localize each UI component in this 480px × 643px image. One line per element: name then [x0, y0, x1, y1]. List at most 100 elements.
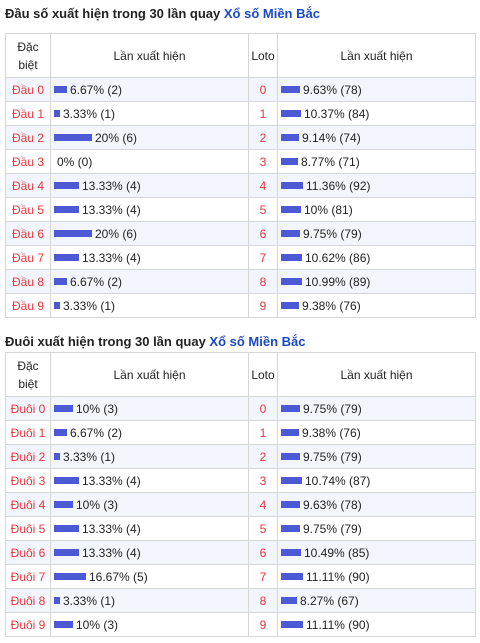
- appear-cell: 13.33% (4): [50, 540, 249, 565]
- loto-frequency-text: 10% (81): [304, 202, 353, 217]
- table-row: Đầu 0 6.67% (2) 0 9.63% (78): [5, 77, 476, 102]
- row-label: Đầu 8: [5, 269, 51, 294]
- frequency-text: 13.33% (4): [82, 250, 141, 265]
- row-label: Đầu 5: [5, 197, 51, 222]
- loto-appear-cell: 9.75% (79): [277, 516, 476, 541]
- loto-frequency-text: 9.38% (76): [302, 425, 361, 440]
- table-row: Đuôi 9 10% (3) 9 11.11% (90): [5, 612, 476, 637]
- appear-cell: 20% (6): [50, 125, 249, 150]
- loto-appear-cell: 8.77% (71): [277, 149, 476, 174]
- appear-cell: 3.33% (1): [50, 444, 249, 469]
- table-row: Đuôi 3 13.33% (4) 3 10.74% (87): [5, 468, 476, 493]
- loto-frequency-bar: [281, 230, 300, 238]
- loto-frequency-bar: [281, 573, 303, 581]
- loto-frequency-bar: [281, 597, 297, 605]
- loto-number: 0: [248, 77, 278, 102]
- table-row: Đầu 8 6.67% (2) 8 10.99% (89): [5, 269, 476, 294]
- frequency-bar: [54, 453, 60, 461]
- frequency-text: 3.33% (1): [63, 106, 116, 121]
- loto-frequency-bar: [281, 110, 301, 118]
- loto-number: 8: [248, 588, 278, 613]
- loto-frequency-text: 9.63% (78): [303, 82, 362, 97]
- frequency-bar: [54, 110, 60, 118]
- loto-appear-cell: 9.38% (76): [277, 420, 476, 445]
- loto-frequency-bar: [281, 302, 299, 310]
- row-label: Đuôi 9: [5, 612, 51, 637]
- frequency-text: 10% (3): [76, 497, 119, 512]
- loto-number: 9: [248, 612, 278, 637]
- frequency-bar: [54, 549, 79, 557]
- loto-number: 3: [248, 149, 278, 174]
- frequency-text: 6.67% (2): [70, 425, 123, 440]
- loto-appear-cell: 8.27% (67): [277, 588, 476, 613]
- table-row: Đuôi 0 10% (3) 0 9.75% (79): [5, 396, 476, 421]
- loto-frequency-bar: [281, 477, 302, 485]
- loto-number: 9: [248, 293, 278, 318]
- loto-frequency-bar: [281, 405, 300, 413]
- frequency-text: 10% (3): [76, 617, 119, 632]
- frequency-text: 13.33% (4): [82, 473, 141, 488]
- table-row: Đầu 6 20% (6) 6 9.75% (79): [5, 221, 476, 246]
- appear-cell: 0% (0): [50, 149, 249, 174]
- lottery-link[interactable]: Xổ số Miền Bắc: [209, 334, 306, 349]
- frequency-text: 0% (0): [57, 154, 93, 169]
- lottery-link[interactable]: Xổ số Miền Bắc: [223, 6, 320, 21]
- frequency-bar: [54, 254, 79, 262]
- section-title-text: Đầu số xuất hiện trong 30 lần quay: [5, 6, 224, 21]
- loto-frequency-text: 9.63% (78): [303, 497, 362, 512]
- loto-frequency-bar: [281, 549, 301, 557]
- loto-frequency-text: 9.75% (79): [303, 521, 362, 536]
- frequency-text: 16.67% (5): [89, 569, 148, 584]
- loto-number: 4: [248, 173, 278, 198]
- frequency-text: 3.33% (1): [63, 449, 116, 464]
- frequency-text: 6.67% (2): [70, 82, 123, 97]
- header-appear: Lần xuất hiện: [50, 352, 249, 397]
- appear-cell: 6.67% (2): [50, 77, 249, 102]
- appear-cell: 3.33% (1): [50, 293, 249, 318]
- section-title-tail: Đuôi xuất hiện trong 30 lần quay Xổ số M…: [5, 334, 306, 349]
- appear-cell: 20% (6): [50, 221, 249, 246]
- loto-frequency-bar: [281, 158, 298, 166]
- loto-appear-cell: 9.63% (78): [277, 492, 476, 517]
- frequency-text: 20% (6): [95, 130, 138, 145]
- table-row: Đuôi 2 3.33% (1) 2 9.75% (79): [5, 444, 476, 469]
- header-appear: Lần xuất hiện: [50, 33, 249, 78]
- row-label: Đuôi 8: [5, 588, 51, 613]
- tail-stats-table: Đặc biệt Lần xuất hiện Loto Lần xuất hiệ…: [5, 352, 476, 637]
- loto-frequency-text: 10.49% (85): [304, 545, 370, 560]
- frequency-bar: [54, 429, 67, 437]
- loto-appear-cell: 10.99% (89): [277, 269, 476, 294]
- row-label: Đuôi 0: [5, 396, 51, 421]
- loto-frequency-bar: [281, 254, 302, 262]
- loto-frequency-bar: [281, 206, 301, 214]
- appear-cell: 3.33% (1): [50, 101, 249, 126]
- loto-frequency-bar: [281, 621, 303, 629]
- head-stats-table: Đặc biệt Lần xuất hiện Loto Lần xuất hiệ…: [5, 33, 476, 318]
- row-label: Đuôi 4: [5, 492, 51, 517]
- table-row: Đuôi 5 13.33% (4) 5 9.75% (79): [5, 516, 476, 541]
- loto-appear-cell: 10.62% (86): [277, 245, 476, 270]
- table-row: Đầu 1 3.33% (1) 1 10.37% (84): [5, 101, 476, 126]
- loto-number: 6: [248, 540, 278, 565]
- frequency-text: 20% (6): [95, 226, 138, 241]
- row-label: Đầu 6: [5, 221, 51, 246]
- loto-frequency-text: 11.36% (92): [306, 178, 371, 193]
- appear-cell: 6.67% (2): [50, 269, 249, 294]
- frequency-bar: [54, 86, 67, 94]
- loto-frequency-text: 9.75% (79): [303, 226, 362, 241]
- appear-cell: 10% (3): [50, 492, 249, 517]
- loto-appear-cell: 9.38% (76): [277, 293, 476, 318]
- loto-number: 1: [248, 101, 278, 126]
- frequency-text: 3.33% (1): [63, 593, 116, 608]
- frequency-bar: [54, 597, 60, 605]
- loto-number: 5: [248, 516, 278, 541]
- appear-cell: 13.33% (4): [50, 468, 249, 493]
- loto-frequency-text: 9.38% (76): [302, 298, 361, 313]
- loto-number: 0: [248, 396, 278, 421]
- appear-cell: 13.33% (4): [50, 516, 249, 541]
- row-label: Đuôi 7: [5, 564, 51, 589]
- loto-number: 5: [248, 197, 278, 222]
- loto-frequency-text: 10.74% (87): [305, 473, 371, 488]
- loto-frequency-text: 8.77% (71): [301, 154, 360, 169]
- table-row: Đuôi 1 6.67% (2) 1 9.38% (76): [5, 420, 476, 445]
